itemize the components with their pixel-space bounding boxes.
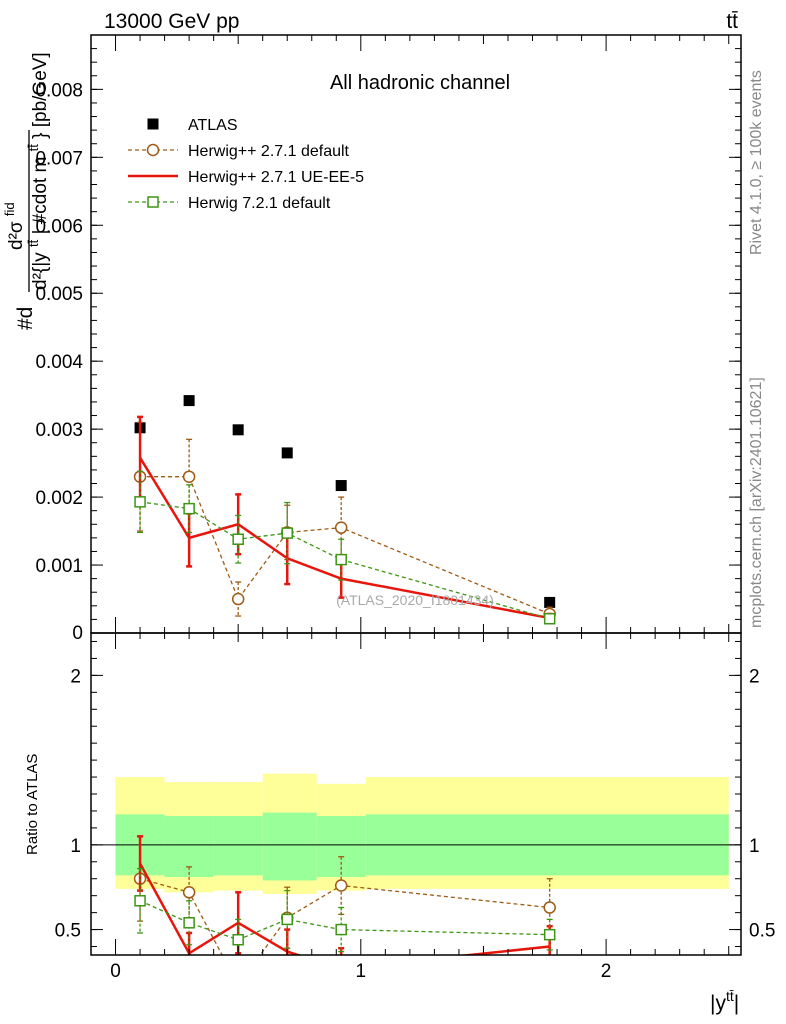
herwig721_default-main-marker bbox=[183, 502, 195, 515]
main-plot-title: All hadronic channel bbox=[330, 72, 510, 94]
y-tick-label: 0.004 bbox=[35, 352, 83, 373]
herwig721_default-main-marker bbox=[134, 496, 146, 508]
herwig271_default-main-marker bbox=[334, 521, 348, 534]
svg-text:d²σ fid: d²σ fid bbox=[2, 202, 27, 250]
ylabel-part-8: } [pb/GeV] bbox=[30, 52, 51, 139]
ylabel-part-1: #d bbox=[14, 307, 37, 330]
legend-label-herwig271_default: Herwig++ 2.7.1 default bbox=[188, 143, 350, 160]
ratio-y-tick-label-right: 0.5 bbox=[749, 921, 775, 942]
main-plot-axes: 0.001 0.002 0.003 0.004 0.005 0.006 0.007 0.008… bbox=[35, 34, 741, 644]
legend-label-herwig721_default: Herwig 7.2.1 default bbox=[188, 195, 331, 212]
ratio-y-tick-label-right: 2 bbox=[749, 666, 760, 687]
herwig721_default-ratio-marker bbox=[183, 917, 195, 929]
x-tick-label: 1 bbox=[356, 961, 367, 982]
herwig271_default-ratio-marker bbox=[334, 879, 348, 892]
svg-text:#d: #d bbox=[14, 307, 37, 330]
herwig721_default-main-line bbox=[139, 501, 550, 620]
legend-marker-herwig721_default bbox=[147, 196, 159, 208]
herwig721_default-ratio-marker bbox=[543, 928, 556, 941]
main-plot-data bbox=[133, 395, 556, 625]
x-axis-label-sup: tt̄ bbox=[726, 988, 734, 1004]
y-tick-label: 0 bbox=[72, 623, 83, 644]
herwig271_default-ratio-marker bbox=[182, 886, 196, 899]
x-axis-label: |ytt̄| bbox=[710, 988, 739, 1015]
herwig721_default-main-marker bbox=[543, 612, 556, 625]
ratio-y-tick-label: 1 bbox=[70, 836, 81, 857]
ratio-y-tick-label: 2 bbox=[70, 666, 81, 687]
main-plot-ylabel: #d d²σ fid d²{|y tt̄ | #cdot m tt̄ } [pb… bbox=[2, 52, 51, 330]
ylabel-part-3: fid bbox=[2, 202, 17, 216]
y-tick-label: 0.006 bbox=[35, 216, 83, 237]
y-tick-label: 0.005 bbox=[35, 284, 83, 305]
x-axis-label-base: |y bbox=[710, 992, 726, 1015]
atlas-main-marker bbox=[281, 447, 293, 459]
herwig721_default-ratio-marker bbox=[335, 923, 347, 936]
herwig271_default-ratio-marker bbox=[543, 901, 556, 914]
atlas-main-marker bbox=[544, 596, 556, 608]
herwig721_default-ratio-line bbox=[139, 900, 550, 941]
legend-label-atlas: ATLAS bbox=[188, 117, 238, 134]
rivet-version-label: Rivet 4.1.0, ≥ 100k events bbox=[748, 70, 765, 255]
herwig721_default-ratio-marker bbox=[232, 933, 244, 946]
herwig721_default-main-marker bbox=[232, 533, 244, 545]
analysis-watermark: (ATLAS_2020_I1801434) bbox=[336, 592, 494, 608]
ylabel-part-5: tt̄ bbox=[26, 239, 41, 247]
ratio-plot-ylabel: Ratio to ATLAS bbox=[24, 754, 41, 855]
uncertainty-band-inner bbox=[213, 816, 263, 876]
ratio-plot-axes: 0 1 2 0.5 0.5 1 1 2 2 bbox=[55, 633, 775, 982]
atlas-main-marker bbox=[232, 424, 244, 436]
legend-marker-atlas bbox=[147, 118, 159, 130]
svg-text:d²{|y tt̄ | #c: d²{|y tt̄ | #cdot m tt̄ } [pb/GeV] bbox=[22, 52, 51, 290]
herwig271_default-main-marker bbox=[182, 470, 196, 483]
atlas-main-marker bbox=[183, 395, 195, 407]
herwig721_default-main-marker bbox=[281, 527, 293, 539]
atlas-main-marker bbox=[335, 480, 347, 492]
ratio-y-tick-label-right: 1 bbox=[749, 836, 760, 857]
herwig271_ueee5-main-line bbox=[138, 457, 550, 620]
y-tick-label: 0.002 bbox=[35, 488, 83, 509]
uncertainty-band-inner bbox=[262, 812, 317, 881]
x-tick-label: 2 bbox=[601, 961, 612, 982]
header-left-title: 13000 GeV pp bbox=[104, 10, 239, 33]
x-axis-label-end: | bbox=[734, 992, 739, 1015]
herwig721_default-ratio-marker bbox=[134, 895, 146, 907]
ylabel-part-6: | #cdot m bbox=[30, 157, 51, 235]
mcplots-credit-label: mcplots.cern.ch [arXiv:2401.10621] bbox=[748, 377, 765, 628]
ratio-y-tick-label: 0.5 bbox=[55, 921, 81, 942]
legend-marker-herwig271_default bbox=[146, 143, 160, 157]
legend-label-herwig271_ueee5: Herwig++ 2.7.1 UE-EE-5 bbox=[188, 169, 364, 186]
ratio-plot-data bbox=[91, 773, 741, 991]
y-tick-label: 0.003 bbox=[35, 420, 83, 441]
y-tick-label: 0.001 bbox=[35, 556, 83, 577]
ylabel-part-2: d²σ bbox=[6, 221, 27, 250]
y-tick-label: 0.007 bbox=[35, 148, 83, 169]
herwig271_default-ratio-marker bbox=[233, 980, 244, 991]
main-plot-area: 0.001 0.002 0.003 0.004 0.005 0.006 0.007 0.008… bbox=[2, 34, 742, 644]
ylabel-part-4: d²{|y bbox=[30, 252, 51, 290]
herwig721_default-main-marker bbox=[335, 553, 347, 566]
ratio-plot-area: 0 1 2 0.5 0.5 1 1 2 2 Ratio to ATLAS |ytt̄| bbox=[24, 632, 775, 1015]
x-tick-label: 0 bbox=[110, 961, 121, 982]
herwig271_default-main-marker bbox=[231, 592, 245, 606]
header-right-title: tt̄ bbox=[726, 10, 738, 33]
y-tick-label: 0.008 bbox=[35, 80, 83, 101]
herwig721_default-ratio-marker bbox=[281, 913, 293, 926]
ylabel-part-7: tt̄ bbox=[26, 144, 41, 152]
herwig271_ueee5-ratio-line bbox=[138, 862, 550, 955]
legend: ATLAS Herwig++ 2.7.1 default Herwig++ 2.7.… bbox=[128, 117, 364, 212]
